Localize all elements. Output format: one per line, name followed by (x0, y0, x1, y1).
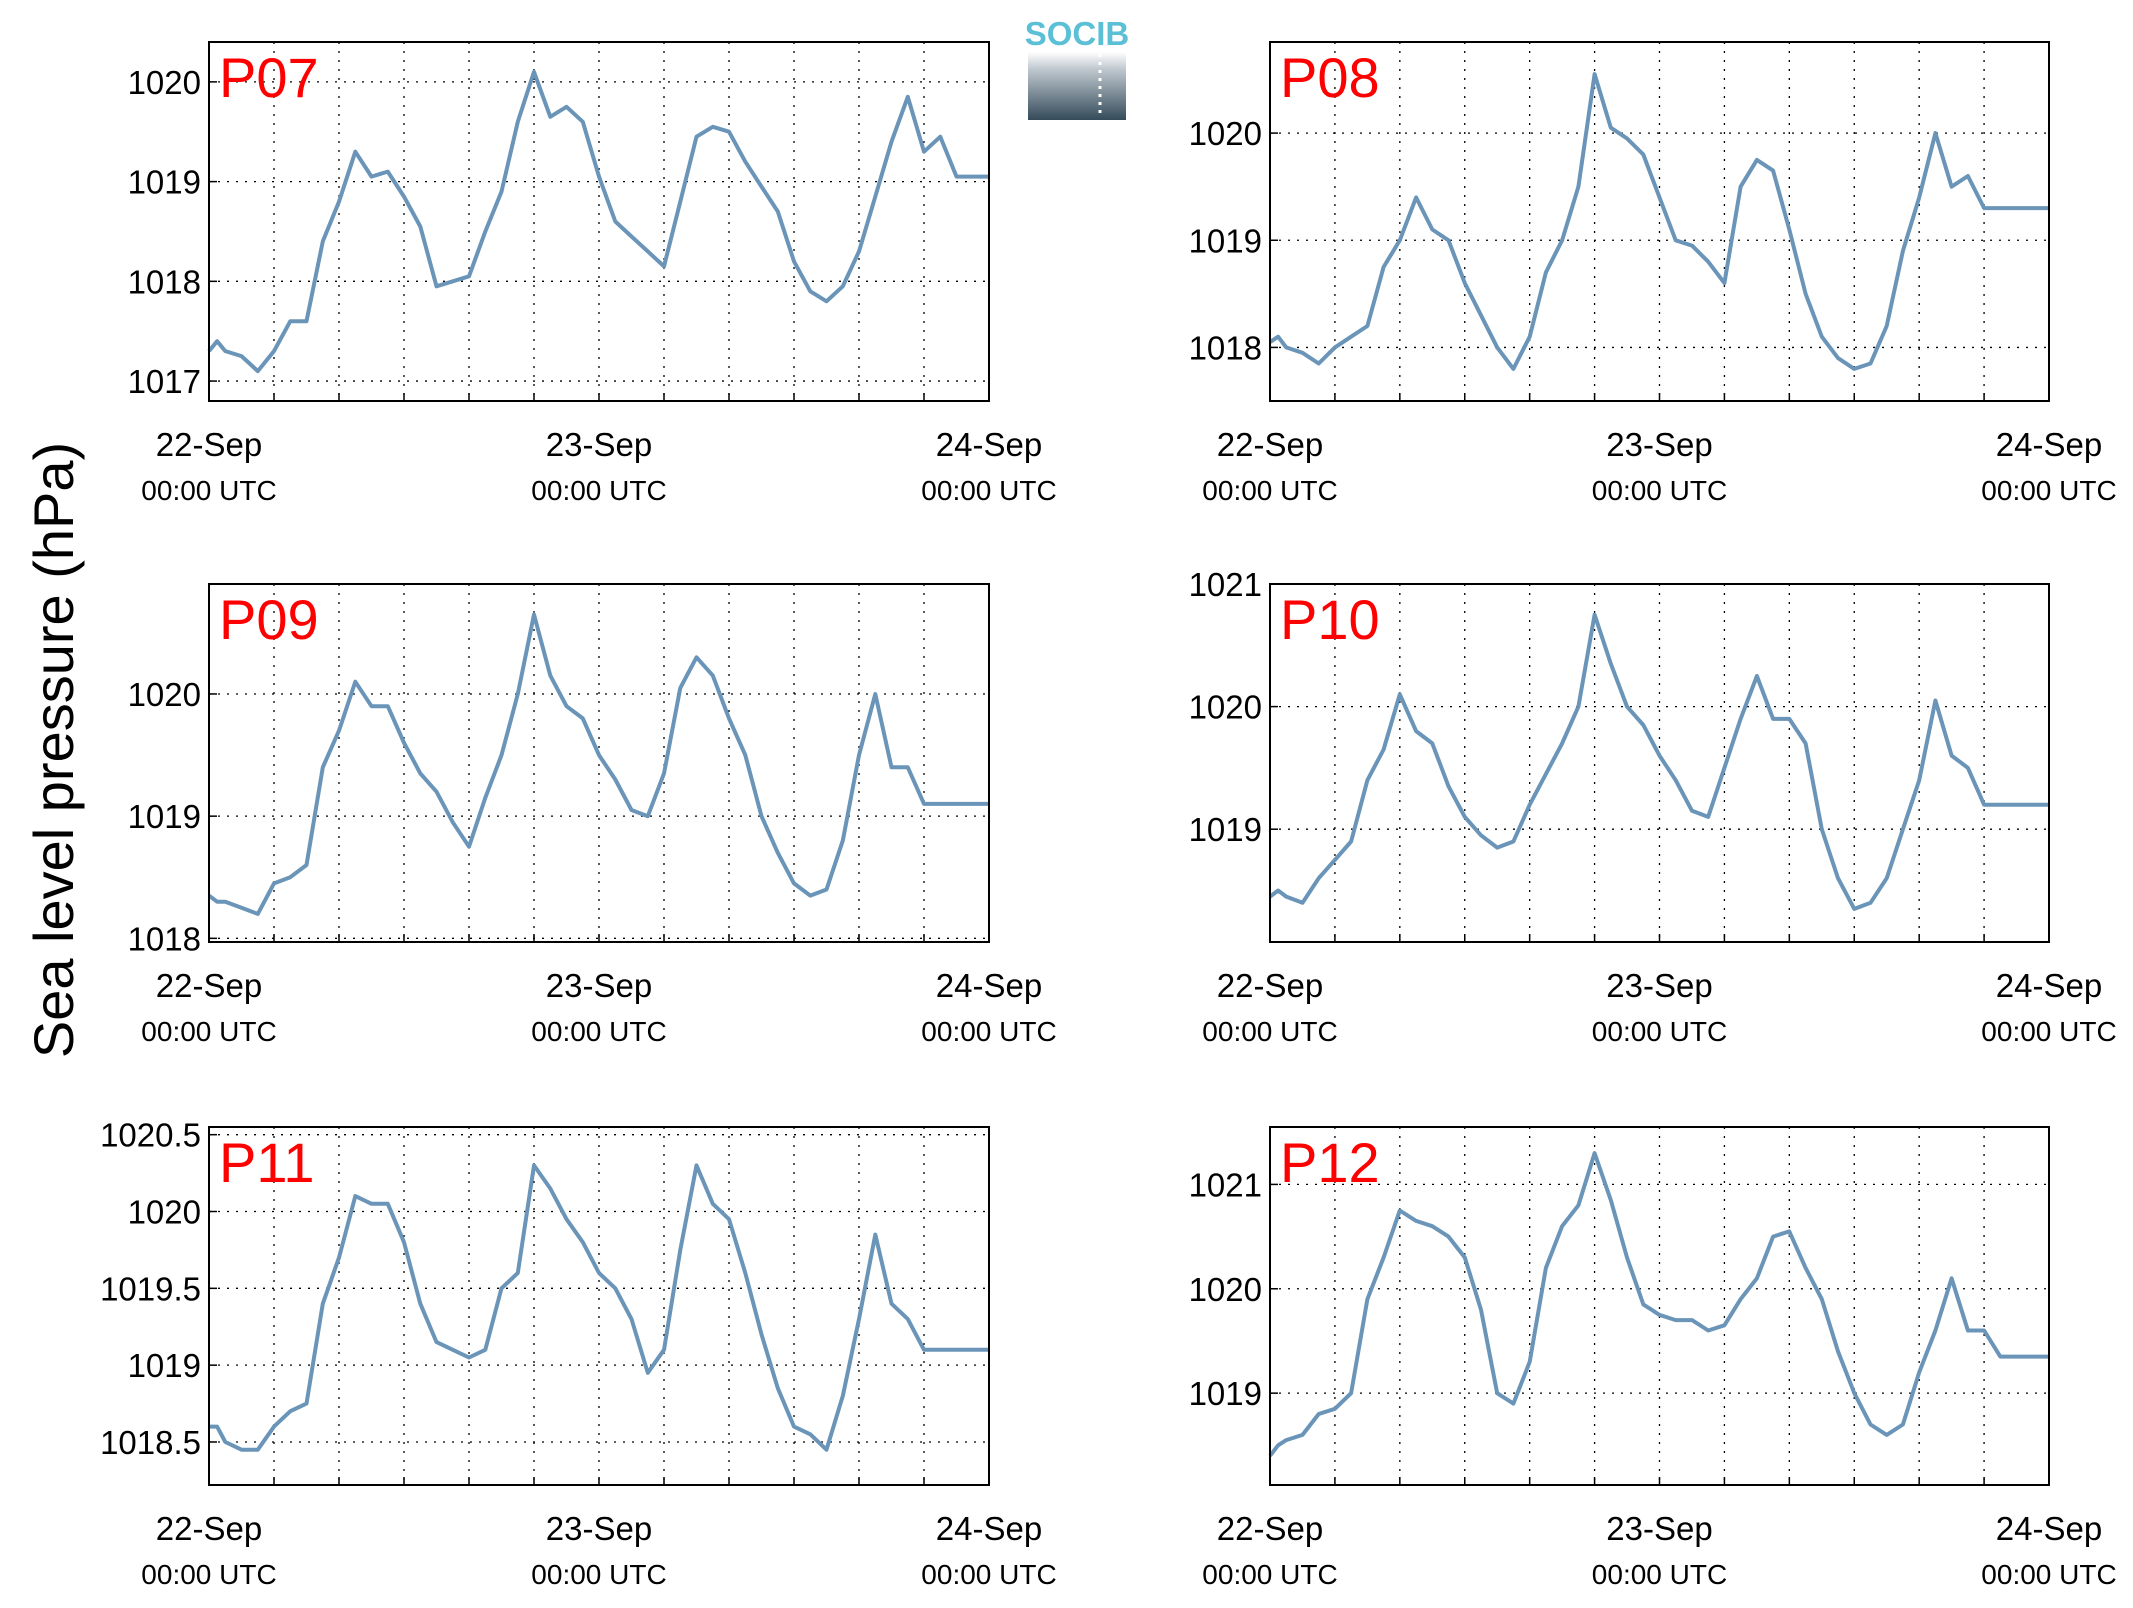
y-tick-label: 1019 (128, 1347, 201, 1384)
panel-p10: 1019 1020 1021 22-Sep 00:00 UTC 23-Sep 00:00 U… (1189, 566, 2117, 1047)
x-tick-date-label: 22-Sep (156, 426, 262, 463)
x-tick-date-label: 24-Sep (936, 1510, 1042, 1547)
y-tick-label: 1020 (128, 64, 201, 101)
x-tick-date-label: 22-Sep (156, 1510, 262, 1547)
y-tick-label: 1020 (128, 676, 201, 713)
pressure-series-line (207, 69, 989, 374)
x-tick-time-label: 00:00 UTC (1202, 1016, 1337, 1047)
x-tick-date-label: 24-Sep (1996, 426, 2102, 463)
panel-p09: 1018 1019 1020 22-Sep 00:00 UTC 23-Sep 00:00 U… (128, 583, 1057, 1047)
y-tick-label: 1019 (1189, 811, 1262, 848)
x-tick-date-label: 23-Sep (1606, 967, 1712, 1004)
y-tick-label: 1020 (1189, 115, 1262, 152)
axes-frame (1269, 41, 2050, 402)
x-tick-time-label: 00:00 UTC (531, 1016, 666, 1047)
x-tick-date-label: 22-Sep (156, 967, 262, 1004)
y-tick-label: 1017 (128, 363, 201, 400)
socib-logo: SOCIB (1025, 15, 1130, 120)
y-tick-label: 1019.5 (100, 1270, 201, 1307)
x-tick-time-label: 00:00 UTC (531, 1559, 666, 1590)
y-tick-label: 1019 (1189, 222, 1262, 259)
pressure-series-line (1268, 1151, 2049, 1458)
x-tick-time-label: 00:00 UTC (1981, 1016, 2116, 1047)
axes-frame (208, 41, 990, 402)
x-tick-date-label: 23-Sep (1606, 426, 1712, 463)
x-tick-date-label: 24-Sep (936, 426, 1042, 463)
panel-p08: 1018 1019 1020 22-Sep 00:00 UTC 23-Sep 00:00 U… (1189, 41, 2117, 506)
x-tick-date-label: 22-Sep (1217, 1510, 1323, 1547)
panel-p12: 1019 1020 1021 22-Sep 00:00 UTC 23-Sep 00:00 U… (1189, 1126, 2117, 1590)
panel-label: P10 (1280, 588, 1380, 651)
x-tick-time-label: 00:00 UTC (531, 475, 666, 506)
x-tick-time-label: 00:00 UTC (1592, 1559, 1727, 1590)
axes-frame (208, 1126, 990, 1486)
panel-label: P08 (1280, 46, 1380, 109)
x-tick-time-label: 00:00 UTC (1202, 475, 1337, 506)
axes-frame (208, 583, 990, 943)
x-tick-time-label: 00:00 UTC (141, 475, 276, 506)
y-tick-label: 1018 (1189, 329, 1262, 366)
x-tick-time-label: 00:00 UTC (1202, 1559, 1337, 1590)
y-tick-label: 1020.5 (100, 1117, 201, 1154)
y-tick-label: 1019 (128, 164, 201, 201)
x-tick-date-label: 23-Sep (546, 426, 652, 463)
y-axis-label: Sea level pressure (hPa) (22, 442, 85, 1058)
x-tick-time-label: 00:00 UTC (1981, 1559, 2116, 1590)
panel-label: P07 (219, 46, 319, 109)
y-tick-label: 1019 (128, 798, 201, 835)
y-tick-label: 1018 (128, 263, 201, 300)
x-tick-time-label: 00:00 UTC (921, 1559, 1056, 1590)
y-tick-label: 1021 (1189, 1166, 1262, 1203)
pressure-series-line (1268, 72, 2049, 371)
pressure-series-line (209, 1163, 989, 1452)
x-tick-date-label: 24-Sep (1996, 1510, 2102, 1547)
axes-frame (1269, 583, 2050, 943)
y-tick-label: 1018.5 (100, 1424, 201, 1461)
x-tick-time-label: 00:00 UTC (141, 1016, 276, 1047)
panel-label: P12 (1280, 1131, 1380, 1194)
x-tick-date-label: 24-Sep (1996, 967, 2102, 1004)
chart-panels: 1017 1018 1019 1020 22-Sep 00:00 UTC 23-Sep 00:… (100, 41, 2117, 1590)
y-tick-label: 1020 (128, 1194, 201, 1231)
y-tick-label: 1020 (1189, 1271, 1262, 1308)
x-tick-date-label: 23-Sep (1606, 1510, 1712, 1547)
x-tick-date-label: 24-Sep (936, 967, 1042, 1004)
x-tick-time-label: 00:00 UTC (141, 1559, 276, 1590)
panel-label: P09 (219, 588, 319, 651)
x-tick-date-label: 23-Sep (546, 1510, 652, 1547)
logo-text: SOCIB (1025, 15, 1130, 52)
pressure-series-line (207, 612, 989, 916)
x-tick-time-label: 00:00 UTC (921, 1016, 1056, 1047)
x-tick-time-label: 00:00 UTC (1592, 475, 1727, 506)
x-tick-time-label: 00:00 UTC (1981, 475, 2116, 506)
y-tick-label: 1021 (1189, 566, 1262, 603)
x-tick-date-label: 22-Sep (1217, 967, 1323, 1004)
panel-p07: 1017 1018 1019 1020 22-Sep 00:00 UTC 23-Sep 00:… (128, 41, 1057, 506)
x-tick-date-label: 22-Sep (1217, 426, 1323, 463)
axes-frame (1269, 1126, 2050, 1486)
pressure-series-line (1268, 612, 2049, 911)
panel-p11: 1018.5 1019 1019.5 1020 1020.5 22-Sep 00:00 UT… (100, 1117, 1057, 1590)
x-tick-date-label: 23-Sep (546, 967, 652, 1004)
panel-label: P11 (219, 1131, 314, 1194)
y-tick-label: 1018 (128, 920, 201, 957)
y-tick-label: 1020 (1189, 689, 1262, 726)
y-tick-label: 1019 (1189, 1375, 1262, 1412)
x-tick-time-label: 00:00 UTC (921, 475, 1056, 506)
x-tick-time-label: 00:00 UTC (1592, 1016, 1727, 1047)
